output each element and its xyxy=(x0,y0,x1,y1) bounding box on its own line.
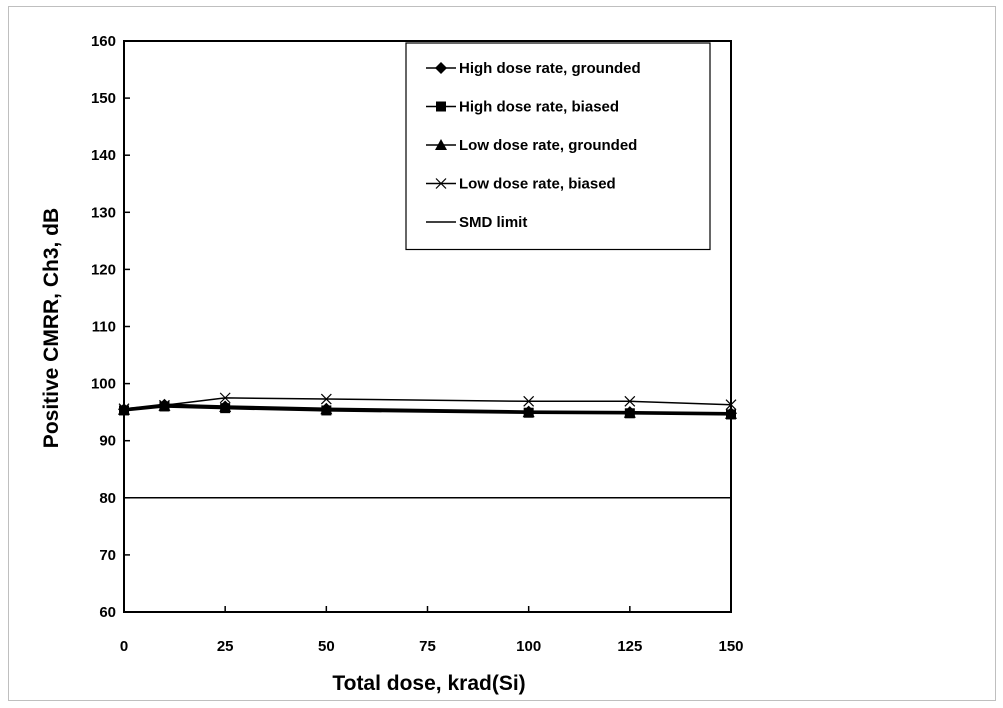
x-marker-stroke xyxy=(624,395,636,407)
x-marker-stroke xyxy=(118,403,130,415)
data-point-diamond xyxy=(435,62,447,74)
x-axis-title: Total dose, krad(Si) xyxy=(332,672,525,695)
x-tick-label: 125 xyxy=(617,638,642,655)
x-tick-label: 25 xyxy=(217,638,234,655)
x-tick-label: 0 xyxy=(120,638,128,655)
y-tick-label: 120 xyxy=(91,261,116,278)
y-tick-label: 70 xyxy=(99,547,116,564)
data-point-x xyxy=(523,395,535,407)
legend: High dose rate, grounded High dose rate, … xyxy=(405,42,711,251)
x-tick-label: 75 xyxy=(419,638,436,655)
x-marker-stroke xyxy=(219,392,231,404)
data-point-x xyxy=(435,178,447,189)
x-marker-stroke xyxy=(725,399,737,411)
data-point-x xyxy=(624,395,636,407)
x-marker-stroke xyxy=(523,395,535,407)
y-tick-label: 140 xyxy=(91,147,116,164)
x-marker-stroke xyxy=(159,399,170,411)
data-point-x xyxy=(118,403,130,415)
x-tick-label: 100 xyxy=(516,638,541,655)
data-point-x xyxy=(219,392,231,404)
y-tick-label: 130 xyxy=(91,204,116,221)
data-point-x xyxy=(320,393,332,405)
legend-label: Low dose rate, grounded xyxy=(459,137,637,154)
legend-label: High dose rate, biased xyxy=(459,99,619,116)
y-tick-label: 90 xyxy=(99,433,116,450)
data-point-triangle xyxy=(623,406,636,418)
data-point-triangle xyxy=(219,401,232,413)
data-point-triangle xyxy=(725,407,737,419)
x-tick-label: 150 xyxy=(718,638,743,655)
y-tick-label: 150 xyxy=(91,90,116,107)
legend-label: SMD limit xyxy=(459,214,527,231)
data-point-triangle xyxy=(320,403,333,415)
y-axis: 60 70 80 90 100 110 120 130 140 150 160 xyxy=(91,33,130,621)
legend-item: Low dose rate, grounded xyxy=(426,137,637,154)
y-tick-label: 80 xyxy=(99,490,116,507)
data-point-square xyxy=(436,101,446,112)
data-point-triangle xyxy=(435,139,447,150)
y-tick-label: 100 xyxy=(91,376,116,393)
x-tick-label: 50 xyxy=(318,638,335,655)
y-tick-label: 160 xyxy=(91,33,116,50)
legend-label: High dose rate, grounded xyxy=(459,60,641,77)
data-point-x xyxy=(725,399,737,411)
x-axis: 0 25 50 75 100 125 150 xyxy=(120,606,744,655)
legend-item: High dose rate, grounded xyxy=(426,60,641,77)
legend-box xyxy=(405,42,711,251)
y-tick-label: 60 xyxy=(99,604,116,621)
legend-item: High dose rate, biased xyxy=(426,99,619,116)
data-point-x xyxy=(159,399,170,411)
x-marker-stroke xyxy=(320,393,332,405)
y-tick-label: 110 xyxy=(92,319,116,336)
data-point-triangle xyxy=(522,406,535,418)
y-axis-title: Positive CMRR, Ch3, dB xyxy=(40,208,63,448)
series-4 xyxy=(118,392,737,415)
legend-item: SMD limit xyxy=(426,214,527,231)
legend-item: Low dose rate, biased xyxy=(426,176,616,193)
x-marker-stroke xyxy=(435,178,447,189)
legend-label: Low dose rate, biased xyxy=(459,176,616,193)
series-layer xyxy=(118,392,737,499)
